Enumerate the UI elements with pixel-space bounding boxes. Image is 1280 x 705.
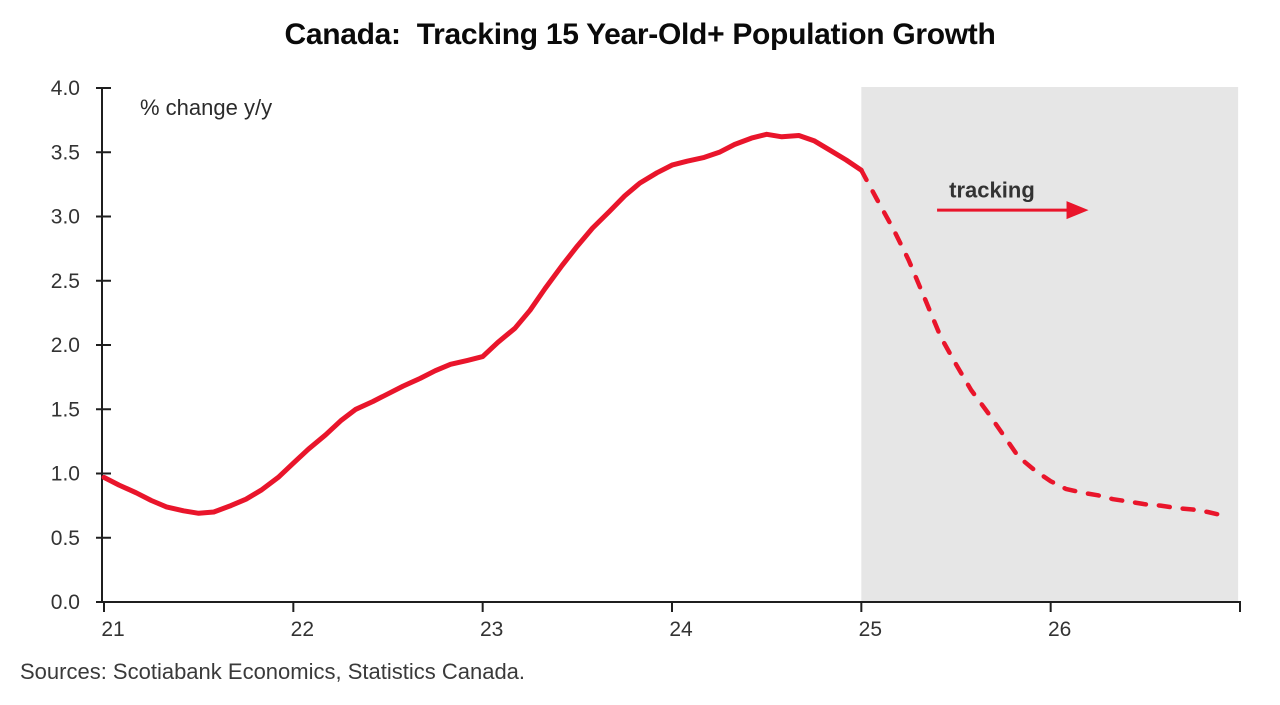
tracking-arrow-head xyxy=(1066,201,1089,220)
y-axis-unit-note: % change y/y xyxy=(140,95,273,120)
series-line-tracking xyxy=(859,167,1228,519)
y-tick-label: 0.5 xyxy=(51,527,80,550)
y-tick-label: 2.0 xyxy=(51,334,80,357)
x-tick-label: 23 xyxy=(480,618,503,641)
y-tick-label: 0.0 xyxy=(51,591,80,614)
y-tick-label: 1.5 xyxy=(51,398,80,421)
x-tick-label: 22 xyxy=(291,618,314,641)
series-line-actual xyxy=(101,131,864,516)
y-tick-label: 3.5 xyxy=(51,141,80,164)
y-tick-label: 2.5 xyxy=(51,270,80,293)
y-tick-label: 1.0 xyxy=(51,463,80,486)
tracking-annotation-label: tracking xyxy=(949,178,1035,203)
x-tick-label: 21 xyxy=(101,618,124,641)
x-tick-label: 25 xyxy=(859,618,882,641)
y-tick-label: 4.0 xyxy=(51,77,80,100)
y-tick-label: 3.0 xyxy=(51,206,80,229)
x-tick-label: 24 xyxy=(669,618,693,641)
chart-title: Canada: Tracking 15 Year-Old+ Population… xyxy=(284,18,996,51)
x-tick-label: 26 xyxy=(1048,618,1071,641)
forecast-shade-region xyxy=(861,87,1239,601)
sources-note: Sources: Scotiabank Economics, Statistic… xyxy=(20,659,526,684)
